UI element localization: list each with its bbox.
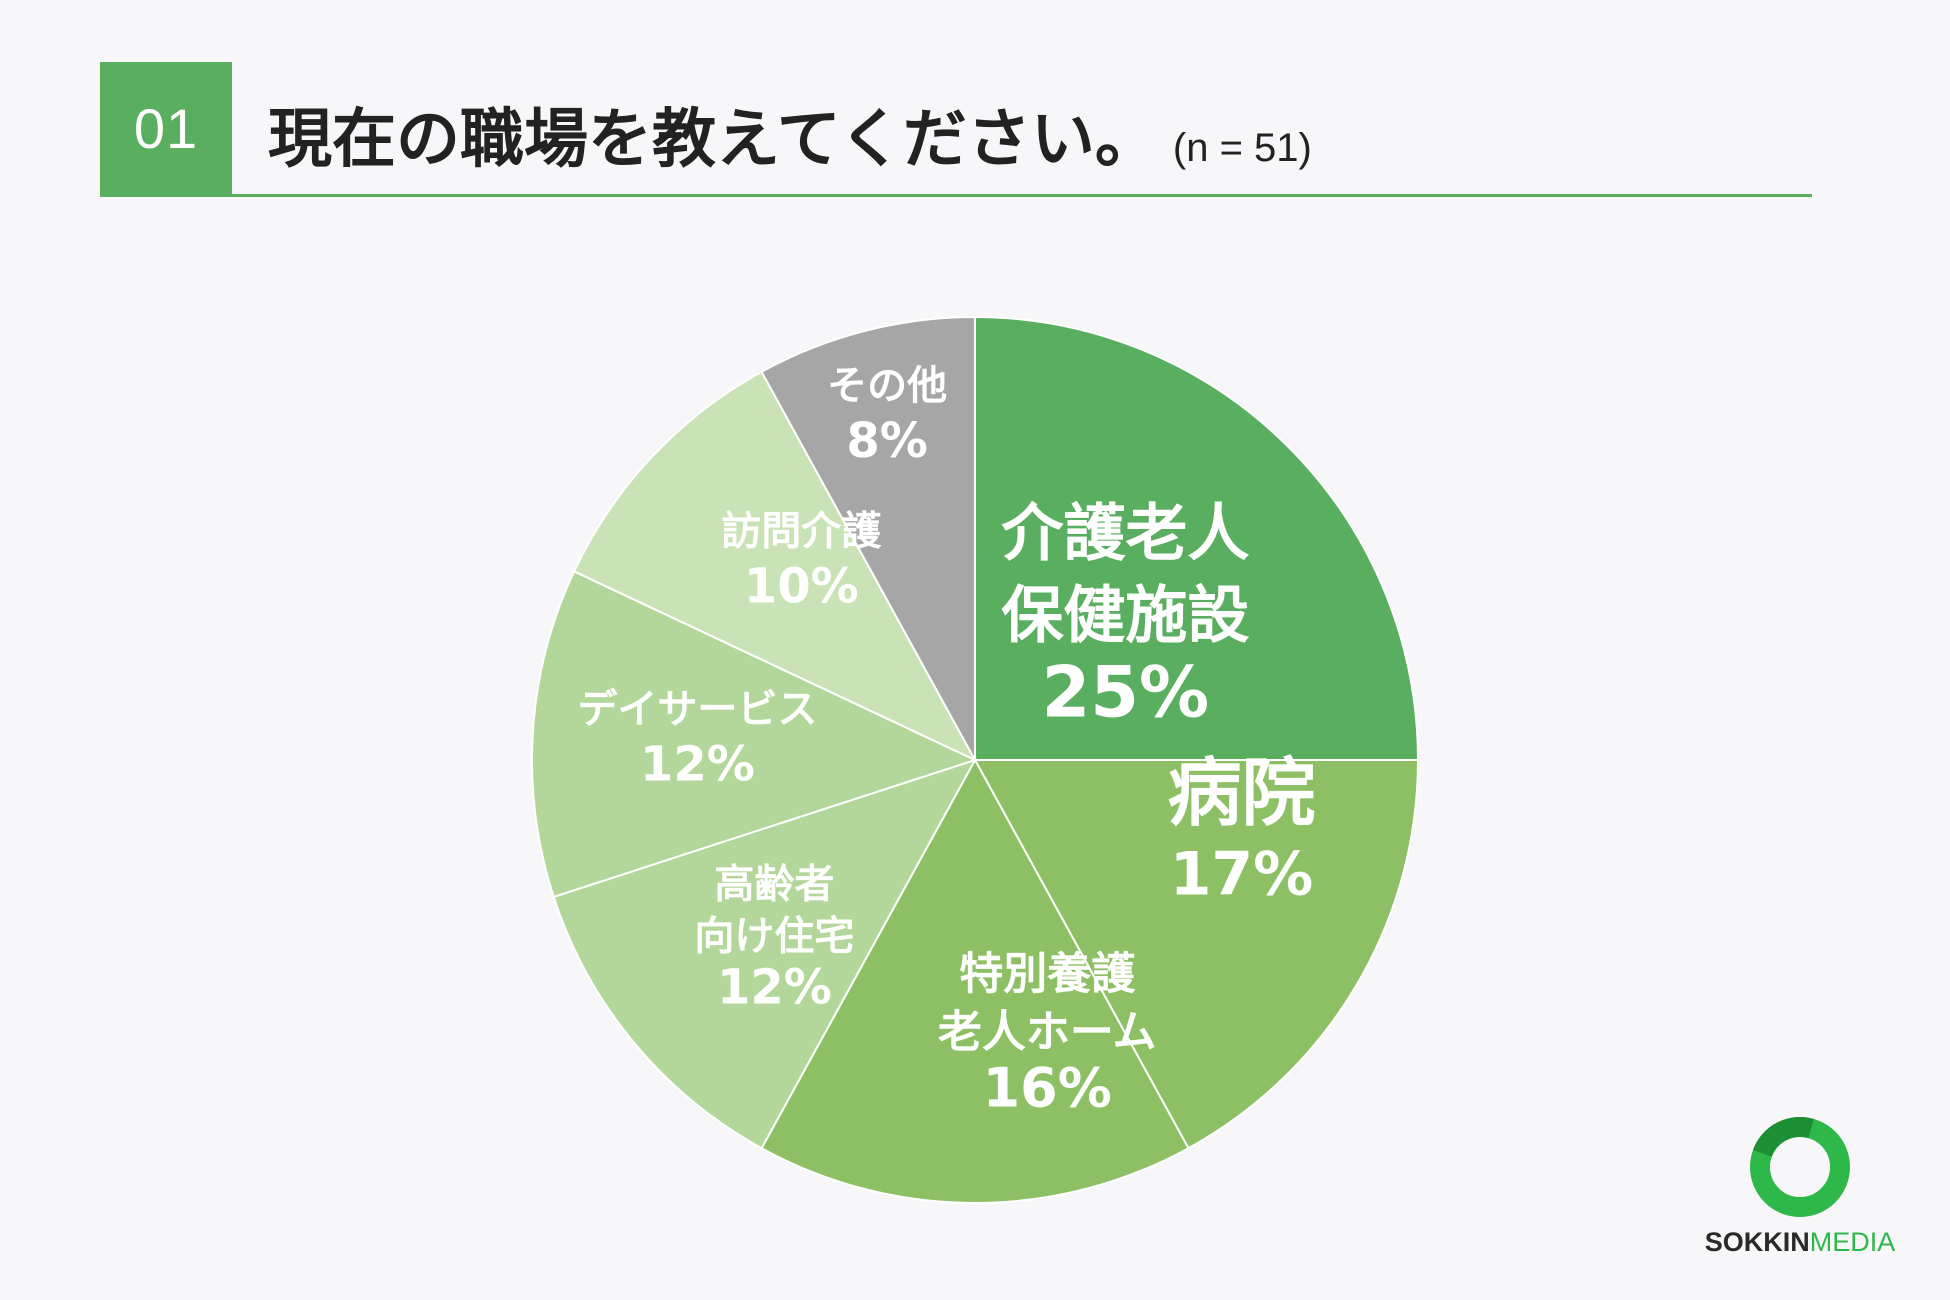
sokkin-media-logo: SOKKINMEDIA [1690,1105,1910,1265]
slice-label: その他 [827,363,947,409]
slice-label: 病院 [1168,751,1316,837]
header: 01 現在の職場を教えてください。 (n = 51) [100,62,1812,197]
slice-value-label: 10% [744,559,859,615]
header-divider [100,194,1812,197]
slice-label: デイサービス [577,686,817,732]
slice-value-label: 16% [983,1056,1112,1119]
slice-label: 向け住宅 [694,914,854,960]
logo-brand-bold: SOKKIN [1704,1227,1810,1257]
slice-label: 高齢者 [714,862,834,908]
slice-label: 保健施設 [1001,579,1249,652]
pie-slice [973,759,1420,1150]
slice-label: 特別養護 [959,948,1136,999]
pie-slice [760,315,976,761]
slice-label: 介護老人 [1001,497,1249,570]
page-title: 現在の職場を教えてください。 (n = 51) [268,88,1312,180]
pie-slice [572,370,978,763]
logo-ring-icon [1750,1117,1850,1217]
slice-label: 訪問介護 [721,509,882,555]
slice-value-label: 12% [640,736,755,792]
slice-value-label: 12% [717,960,832,1016]
pie-slice [531,570,978,899]
pie-slice [552,758,978,1150]
pie-slice [760,757,1190,1204]
slice-label: 老人ホーム [938,1006,1157,1057]
logo-wordmark: SOKKINMEDIA [1690,1227,1910,1258]
slice-value-label: 25% [1042,652,1210,734]
pie-slice [974,315,1420,761]
title-text: 現在の職場を教えてください。 [268,103,1159,177]
slice-value-label: 17% [1170,840,1314,910]
slice-value-label: 8% [846,413,928,469]
question-number: 01 [100,62,232,194]
sample-size: (n = 51) [1172,126,1312,170]
logo-brand-regular: MEDIA [1809,1227,1896,1257]
